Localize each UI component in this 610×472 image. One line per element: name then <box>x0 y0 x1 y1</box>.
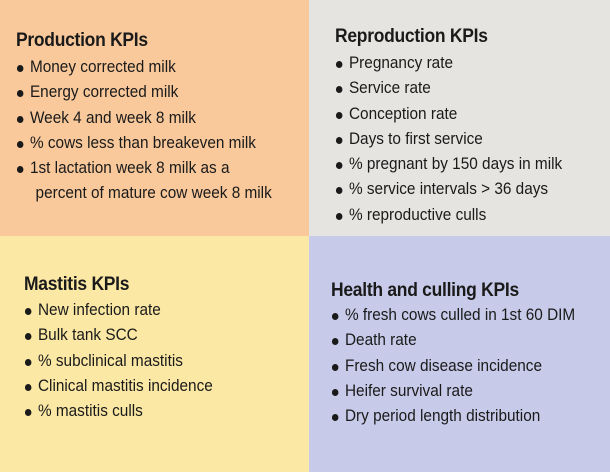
production-kpis-title: Production KPIs <box>16 30 148 51</box>
list-item-continuation: percent of mature cow week 8 milk <box>35 184 272 203</box>
health-culling-kpis-title: Health and culling KPIs <box>331 280 519 301</box>
reproduction-kpis-panel: Reproduction KPIs Pregnancy rate Service… <box>309 0 610 236</box>
list-item: Heifer survival rate <box>331 379 575 404</box>
list-item: % reproductive culls <box>335 203 562 228</box>
list-item: Days to first service <box>335 127 562 152</box>
list-item: Dry period length distribution <box>331 404 575 429</box>
list-item: 1st lactation week 8 milk as a percent o… <box>16 156 272 207</box>
list-item: Fresh cow disease incidence <box>331 354 575 379</box>
list-item: % pregnant by 150 days in milk <box>335 152 562 177</box>
list-item: Pregnancy rate <box>335 51 562 76</box>
list-item: Conception rate <box>335 102 562 127</box>
list-item: % cows less than breakeven milk <box>16 131 272 156</box>
mastitis-kpis-list: New infection rate Bulk tank SCC % subcl… <box>24 298 227 424</box>
list-item: Service rate <box>335 76 562 101</box>
list-item: Bulk tank SCC <box>24 323 213 348</box>
list-item: Money corrected milk <box>16 55 272 80</box>
list-item-line: 1st lactation week 8 milk as a <box>29 159 230 178</box>
list-item: Week 4 and week 8 milk <box>16 106 272 131</box>
list-item: Death rate <box>331 328 575 353</box>
production-kpis-panel: Production KPIs Money corrected milk Ene… <box>0 0 309 236</box>
production-kpis-list: Money corrected milk Energy corrected mi… <box>16 55 291 207</box>
reproduction-kpis-list: Pregnancy rate Service rate Conception r… <box>335 51 579 228</box>
list-item: % subclinical mastitis <box>24 349 213 374</box>
health-culling-kpis-panel: Health and culling KPIs % fresh cows cul… <box>309 236 610 472</box>
list-item: % fresh cows culled in 1st 60 DIM <box>331 303 575 328</box>
list-item: % mastitis culls <box>24 399 213 424</box>
mastitis-kpis-title: Mastitis KPIs <box>24 274 130 295</box>
health-culling-kpis-list: % fresh cows culled in 1st 60 DIM Death … <box>331 303 594 429</box>
reproduction-kpis-title: Reproduction KPIs <box>335 26 488 47</box>
list-item: Clinical mastitis incidence <box>24 374 213 399</box>
list-item: Energy corrected milk <box>16 80 272 105</box>
mastitis-kpis-panel: Mastitis KPIs New infection rate Bulk ta… <box>0 236 309 472</box>
list-item: % service intervals > 36 days <box>335 177 562 202</box>
list-item: New infection rate <box>24 298 213 323</box>
